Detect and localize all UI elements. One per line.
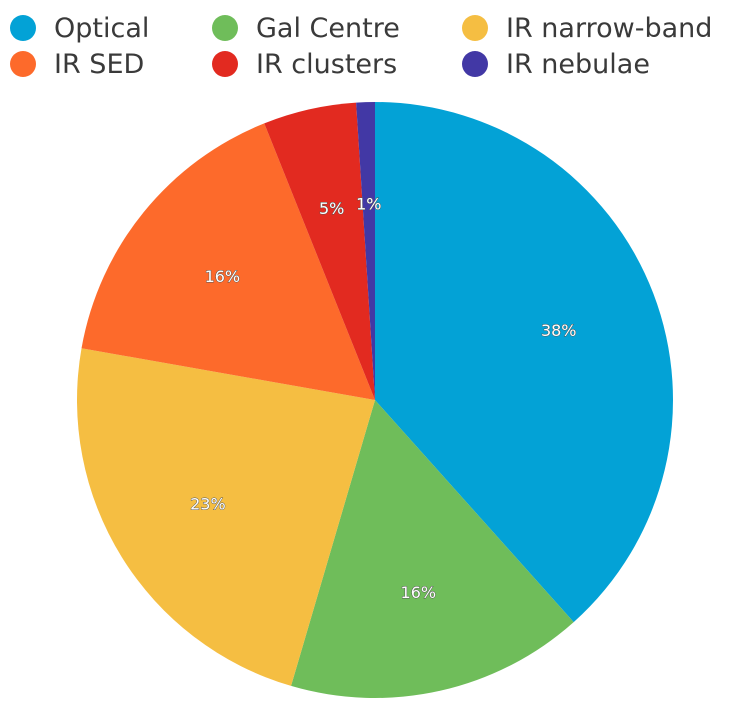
legend-item-gal-centre: Gal Centre	[212, 13, 400, 44]
legend-label: IR SED	[54, 49, 144, 80]
legend-swatch-ir-clusters	[212, 51, 238, 77]
legend-label: IR nebulae	[506, 49, 650, 80]
pie-slice-optical	[375, 102, 674, 623]
legend-swatch-ir-narrow-band	[462, 15, 488, 41]
legend-label: Optical	[54, 13, 149, 44]
legend-item-ir-narrow-band: IR narrow-band	[462, 13, 712, 44]
pie-slice-gal-centre	[291, 400, 574, 698]
legend-item-ir-clusters: IR clusters	[212, 49, 397, 80]
legend-label: IR clusters	[256, 49, 397, 80]
legend-item-optical: Optical	[10, 13, 149, 44]
legend-label: Gal Centre	[256, 13, 400, 44]
pie-slices	[76, 102, 674, 698]
pie-slice-ir-narrow-band	[76, 348, 375, 686]
legend-swatch-ir-sed	[10, 51, 36, 77]
data-labels: 38% 16% 23% 16% 5% 1%	[190, 194, 577, 602]
pie-slice-ir-nebulae	[356, 102, 375, 400]
data-label-ir-sed: 16%	[205, 267, 241, 286]
legend-item-ir-nebulae: IR nebulae	[462, 49, 650, 80]
data-label-ir-clusters: 5%	[319, 199, 344, 218]
data-label-ir-narrow-band: 23%	[190, 495, 226, 514]
legend-swatch-optical	[10, 15, 36, 41]
data-label-gal-centre: 16%	[401, 583, 437, 602]
pie-slice-ir-sed	[81, 123, 376, 400]
legend: Optical Gal Centre IR narrow-band IR SED IR …	[10, 13, 712, 80]
legend-item-ir-sed: IR SED	[10, 49, 144, 80]
legend-label: IR narrow-band	[506, 13, 712, 44]
legend-swatch-gal-centre	[212, 15, 238, 41]
data-label-ir-nebulae: 1%	[356, 194, 381, 213]
pie-slice-ir-clusters	[264, 102, 375, 400]
legend-swatch-ir-nebulae	[462, 51, 488, 77]
data-label-optical: 38%	[541, 321, 577, 340]
